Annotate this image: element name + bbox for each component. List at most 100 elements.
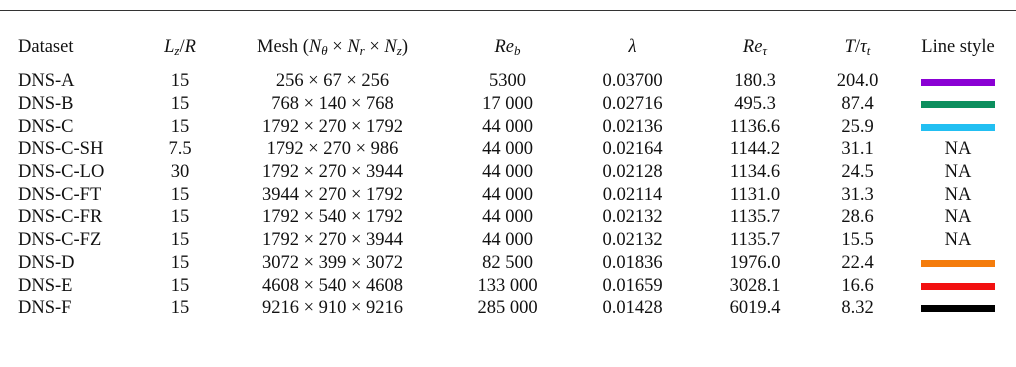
cell-lambda: 0.02128 — [570, 161, 695, 184]
cell-lambda: 0.02132 — [570, 229, 695, 252]
cell-dataset: DNS-B — [0, 93, 140, 116]
cell-mesh: 1792 × 270 × 3944 — [220, 229, 445, 252]
header-lambda: λ — [570, 24, 695, 70]
line-style-swatch — [921, 124, 995, 131]
cell-retau: 1144.2 — [695, 138, 815, 161]
cell-t-tau: 15.5 — [815, 229, 900, 252]
cell-retau: 1135.7 — [695, 206, 815, 229]
cell-mesh: 768 × 140 × 768 — [220, 93, 445, 116]
cell-mesh: 3072 × 399 × 3072 — [220, 252, 445, 275]
cell-t-tau: 204.0 — [815, 70, 900, 93]
cell-lambda: 0.02716 — [570, 93, 695, 116]
cell-reb: 5300 — [445, 70, 570, 93]
table-row: DNS-C 15 1792 × 270 × 1792 44 000 0.02136 113… — [0, 115, 1016, 138]
cell-lambda: 0.01428 — [570, 297, 695, 320]
cell-line-style — [900, 297, 1016, 320]
cell-mesh: 1792 × 270 × 986 — [220, 138, 445, 161]
cell-mesh: 3944 × 270 × 1792 — [220, 183, 445, 206]
cell-retau: 1136.6 — [695, 115, 815, 138]
cell-reb: 44 000 — [445, 206, 570, 229]
cell-retau: 1976.0 — [695, 252, 815, 275]
cell-mesh: 256 × 67 × 256 — [220, 70, 445, 93]
header-reb: Reb — [445, 24, 570, 70]
table-row: DNS-E 15 4608 × 540 × 4608 133 000 0.01659 30… — [0, 274, 1016, 297]
cell-retau: 1134.6 — [695, 161, 815, 184]
header-row: Dataset Lz/R Mesh (Nθ × Nr × Nz) Reb λ R… — [0, 24, 1016, 70]
cell-mesh: 1792 × 270 × 1792 — [220, 115, 445, 138]
cell-t-tau: 22.4 — [815, 252, 900, 275]
header-dataset: Dataset — [0, 24, 140, 70]
cell-lz-r: 15 — [140, 70, 220, 93]
table-body: DNS-A 15 256 × 67 × 256 5300 0.03700 180.3 204… — [0, 70, 1016, 320]
cell-dataset: DNS-E — [0, 274, 140, 297]
cell-line-style: NA — [900, 229, 1016, 252]
line-style-swatch — [921, 305, 995, 312]
cell-line-style — [900, 252, 1016, 275]
table-row: DNS-C-FT 15 3944 × 270 × 1792 44 000 0.02114… — [0, 183, 1016, 206]
cell-line-style — [900, 93, 1016, 116]
cell-dataset: DNS-C-LO — [0, 161, 140, 184]
header-retau: Reτ — [695, 24, 815, 70]
cell-dataset: DNS-A — [0, 70, 140, 93]
cell-line-style: NA — [900, 206, 1016, 229]
cell-dataset: DNS-C-FT — [0, 183, 140, 206]
header-mesh: Mesh (Nθ × Nr × Nz) — [220, 24, 445, 70]
cell-dataset: DNS-C-FR — [0, 206, 140, 229]
cell-t-tau: 31.3 — [815, 183, 900, 206]
table-row: DNS-C-LO 30 1792 × 270 × 3944 44 000 0.02128… — [0, 161, 1016, 184]
cell-reb: 44 000 — [445, 138, 570, 161]
cell-dataset: DNS-F — [0, 297, 140, 320]
cell-reb: 44 000 — [445, 161, 570, 184]
cell-retau: 1131.0 — [695, 183, 815, 206]
cell-line-style: NA — [900, 183, 1016, 206]
cell-retau: 6019.4 — [695, 297, 815, 320]
header-line-style: Line style — [900, 24, 1016, 70]
cell-reb: 133 000 — [445, 274, 570, 297]
cell-retau: 3028.1 — [695, 274, 815, 297]
cell-lz-r: 15 — [140, 297, 220, 320]
header-t-tau: T/τt — [815, 24, 900, 70]
cell-reb: 17 000 — [445, 93, 570, 116]
cell-t-tau: 87.4 — [815, 93, 900, 116]
cell-dataset: DNS-C — [0, 115, 140, 138]
cell-lz-r: 15 — [140, 252, 220, 275]
cell-mesh: 9216 × 910 × 9216 — [220, 297, 445, 320]
cell-lz-r: 7.5 — [140, 138, 220, 161]
cell-t-tau: 28.6 — [815, 206, 900, 229]
cell-dataset: DNS-C-FZ — [0, 229, 140, 252]
table-top-rule — [0, 10, 1016, 11]
dns-dataset-table: Dataset Lz/R Mesh (Nθ × Nr × Nz) Reb λ R… — [0, 24, 1016, 320]
cell-t-tau: 31.1 — [815, 138, 900, 161]
cell-reb: 82 500 — [445, 252, 570, 275]
table-row: DNS-A 15 256 × 67 × 256 5300 0.03700 180.3 204… — [0, 70, 1016, 93]
cell-line-style — [900, 274, 1016, 297]
cell-mesh: 4608 × 540 × 4608 — [220, 274, 445, 297]
cell-lz-r: 30 — [140, 161, 220, 184]
cell-lambda: 0.02132 — [570, 206, 695, 229]
cell-t-tau: 8.32 — [815, 297, 900, 320]
cell-lambda: 0.03700 — [570, 70, 695, 93]
cell-lambda: 0.02114 — [570, 183, 695, 206]
cell-lambda: 0.01836 — [570, 252, 695, 275]
cell-dataset: DNS-C-SH — [0, 138, 140, 161]
table-row: DNS-D 15 3072 × 399 × 3072 82 500 0.01836 197… — [0, 252, 1016, 275]
cell-line-style — [900, 115, 1016, 138]
table-row: DNS-C-SH 7.5 1792 × 270 × 986 44 000 0.02164… — [0, 138, 1016, 161]
cell-lz-r: 15 — [140, 274, 220, 297]
cell-retau: 495.3 — [695, 93, 815, 116]
cell-line-style: NA — [900, 161, 1016, 184]
cell-t-tau: 16.6 — [815, 274, 900, 297]
cell-lambda: 0.02136 — [570, 115, 695, 138]
cell-retau: 180.3 — [695, 70, 815, 93]
cell-t-tau: 25.9 — [815, 115, 900, 138]
cell-lz-r: 15 — [140, 229, 220, 252]
table-row: DNS-F 15 9216 × 910 × 9216 285 000 0.01428 60… — [0, 297, 1016, 320]
cell-lz-r: 15 — [140, 93, 220, 116]
cell-dataset: DNS-D — [0, 252, 140, 275]
cell-line-style: NA — [900, 138, 1016, 161]
table-row: DNS-B 15 768 × 140 × 768 17 000 0.02716 495.3… — [0, 93, 1016, 116]
cell-lambda: 0.01659 — [570, 274, 695, 297]
cell-lz-r: 15 — [140, 183, 220, 206]
cell-lz-r: 15 — [140, 115, 220, 138]
header-lz-r: Lz/R — [140, 24, 220, 70]
